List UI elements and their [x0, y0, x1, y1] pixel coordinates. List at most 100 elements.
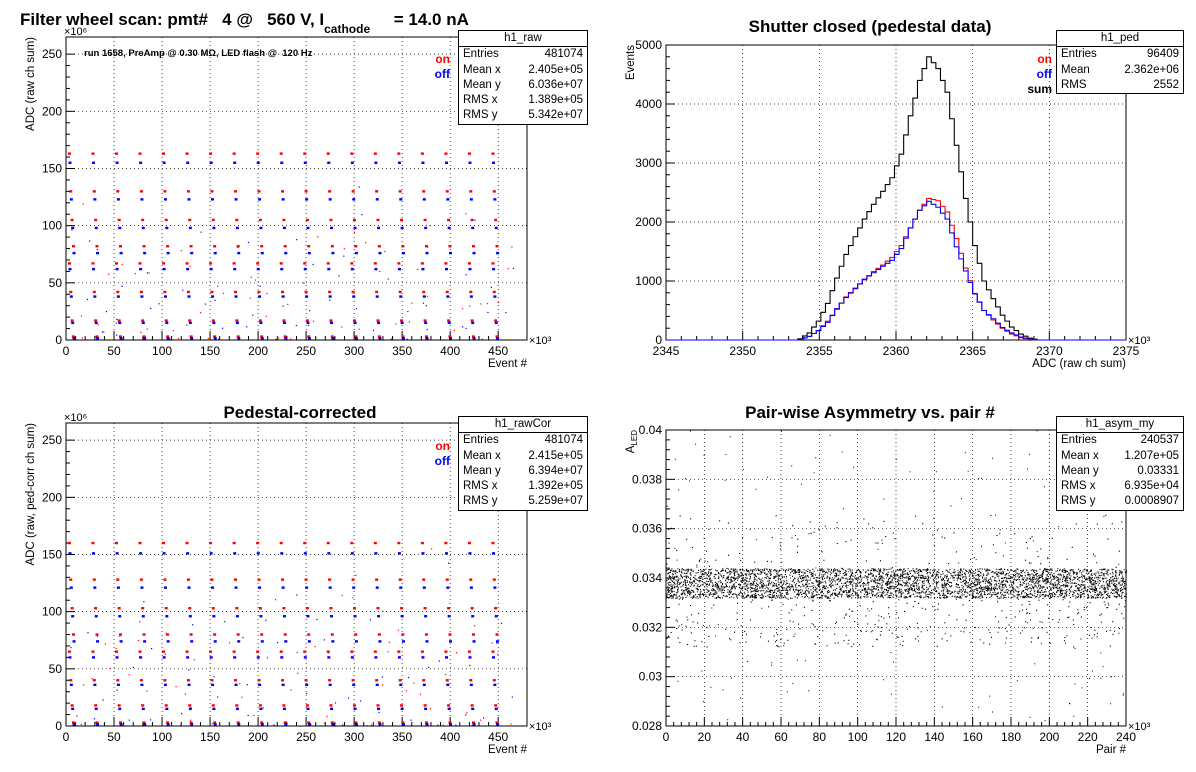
x-tick-label: 300 — [344, 344, 364, 358]
x-tick-label: 400 — [440, 344, 460, 358]
y-exponent-label: ×10⁶ — [64, 412, 87, 424]
data-point-on — [256, 262, 260, 265]
data-point-off — [118, 615, 122, 618]
stats-row: RMS x 1.392e+05 — [463, 480, 583, 493]
data-point-off — [303, 552, 307, 555]
data-point-on — [213, 633, 217, 636]
data-point-on — [266, 657, 269, 659]
data-point-on — [254, 279, 256, 281]
data-point-on — [283, 245, 287, 248]
data-point-on — [467, 262, 471, 265]
data-point-on — [165, 632, 167, 634]
data-point-on — [116, 190, 120, 193]
data-point-on — [232, 262, 236, 265]
data-point-off — [361, 213, 363, 216]
data-point-on — [467, 650, 471, 653]
data-point-on — [219, 724, 221, 726]
data-point-off — [93, 198, 97, 201]
stats-row: Mean y 6.036e+07 — [463, 78, 583, 91]
data-point-off — [303, 267, 307, 271]
data-point-on — [373, 541, 377, 545]
data-point-on — [71, 633, 75, 636]
data-point-off — [474, 219, 476, 221]
data-point-on — [260, 335, 264, 338]
data-point-on — [444, 650, 448, 653]
data-point-on — [317, 236, 319, 238]
data-point-off — [444, 552, 448, 555]
data-point-on — [210, 190, 214, 193]
data-point-on — [494, 704, 498, 707]
data-point-off — [449, 337, 453, 340]
x-exponent-label: ×10³ — [529, 335, 552, 347]
data-point-on — [94, 218, 98, 222]
data-point-off — [276, 642, 279, 644]
y-tick-label: 250 — [42, 433, 62, 447]
data-point-off — [355, 308, 358, 310]
legend-on: on — [1037, 52, 1052, 66]
histogram-sum — [666, 56, 1126, 341]
data-point-on — [281, 679, 285, 682]
x-tick-label: 180 — [1001, 730, 1021, 744]
data-point-off — [366, 725, 368, 727]
data-point-off — [235, 226, 239, 230]
data-point-on — [138, 541, 142, 545]
data-point-off — [93, 586, 97, 589]
data-point-on — [83, 684, 85, 686]
x-exponent-label: ×10³ — [1128, 335, 1151, 347]
data-point-on — [281, 290, 285, 294]
data-point-on — [282, 607, 286, 610]
data-point-off — [260, 640, 264, 643]
data-point-off — [471, 321, 475, 325]
data-point-on — [80, 723, 83, 726]
x-tick-label: 100 — [152, 730, 172, 744]
data-point-on — [211, 218, 215, 222]
data-point-off — [282, 707, 286, 711]
data-point-off — [323, 639, 325, 641]
data-point-off — [118, 226, 122, 230]
data-point-on — [289, 338, 292, 340]
data-point-off — [140, 683, 144, 687]
data-point-on — [92, 290, 96, 294]
data-point-off — [96, 635, 99, 637]
data-point-on — [388, 641, 390, 643]
x-tick-label: 200 — [248, 344, 268, 358]
data-point-off — [465, 327, 467, 330]
data-point-off — [281, 198, 285, 201]
data-point-on — [138, 262, 142, 265]
data-point-on — [328, 679, 332, 682]
data-point-on — [163, 190, 167, 193]
data-point-off — [465, 274, 467, 276]
data-point-off — [169, 338, 171, 340]
data-point-off — [143, 723, 147, 726]
data-point-on — [400, 704, 404, 707]
data-point-on — [209, 152, 213, 155]
data-point-on — [141, 218, 145, 222]
data-point-on — [256, 152, 260, 155]
stats-row: RMS x 6.935e+04 — [1061, 480, 1179, 493]
stats-title: h1_rawCor — [459, 417, 587, 434]
data-point-off — [374, 267, 378, 271]
data-point-off — [465, 714, 467, 716]
data-point-off — [469, 198, 473, 201]
data-point-off — [71, 615, 75, 618]
data-point-off — [492, 267, 496, 271]
data-point-on — [139, 621, 141, 623]
data-point-on — [162, 650, 166, 653]
data-point-off — [306, 692, 308, 694]
data-point-off — [213, 723, 217, 726]
legend-off: off — [434, 67, 450, 81]
data-point-on — [303, 541, 307, 545]
data-point-on — [424, 721, 428, 724]
data-point-off — [88, 240, 91, 242]
data-point-off — [87, 632, 89, 634]
stats-row: Entries 481074 — [463, 48, 583, 61]
data-point-on — [237, 246, 239, 248]
data-point-off — [237, 251, 241, 255]
data-point-off — [280, 552, 284, 555]
data-point-on — [109, 667, 111, 670]
data-point-off — [188, 615, 192, 618]
data-point-off — [444, 267, 448, 271]
data-point-on — [444, 541, 448, 545]
data-point-off — [306, 321, 310, 325]
data-point-off — [422, 295, 426, 298]
